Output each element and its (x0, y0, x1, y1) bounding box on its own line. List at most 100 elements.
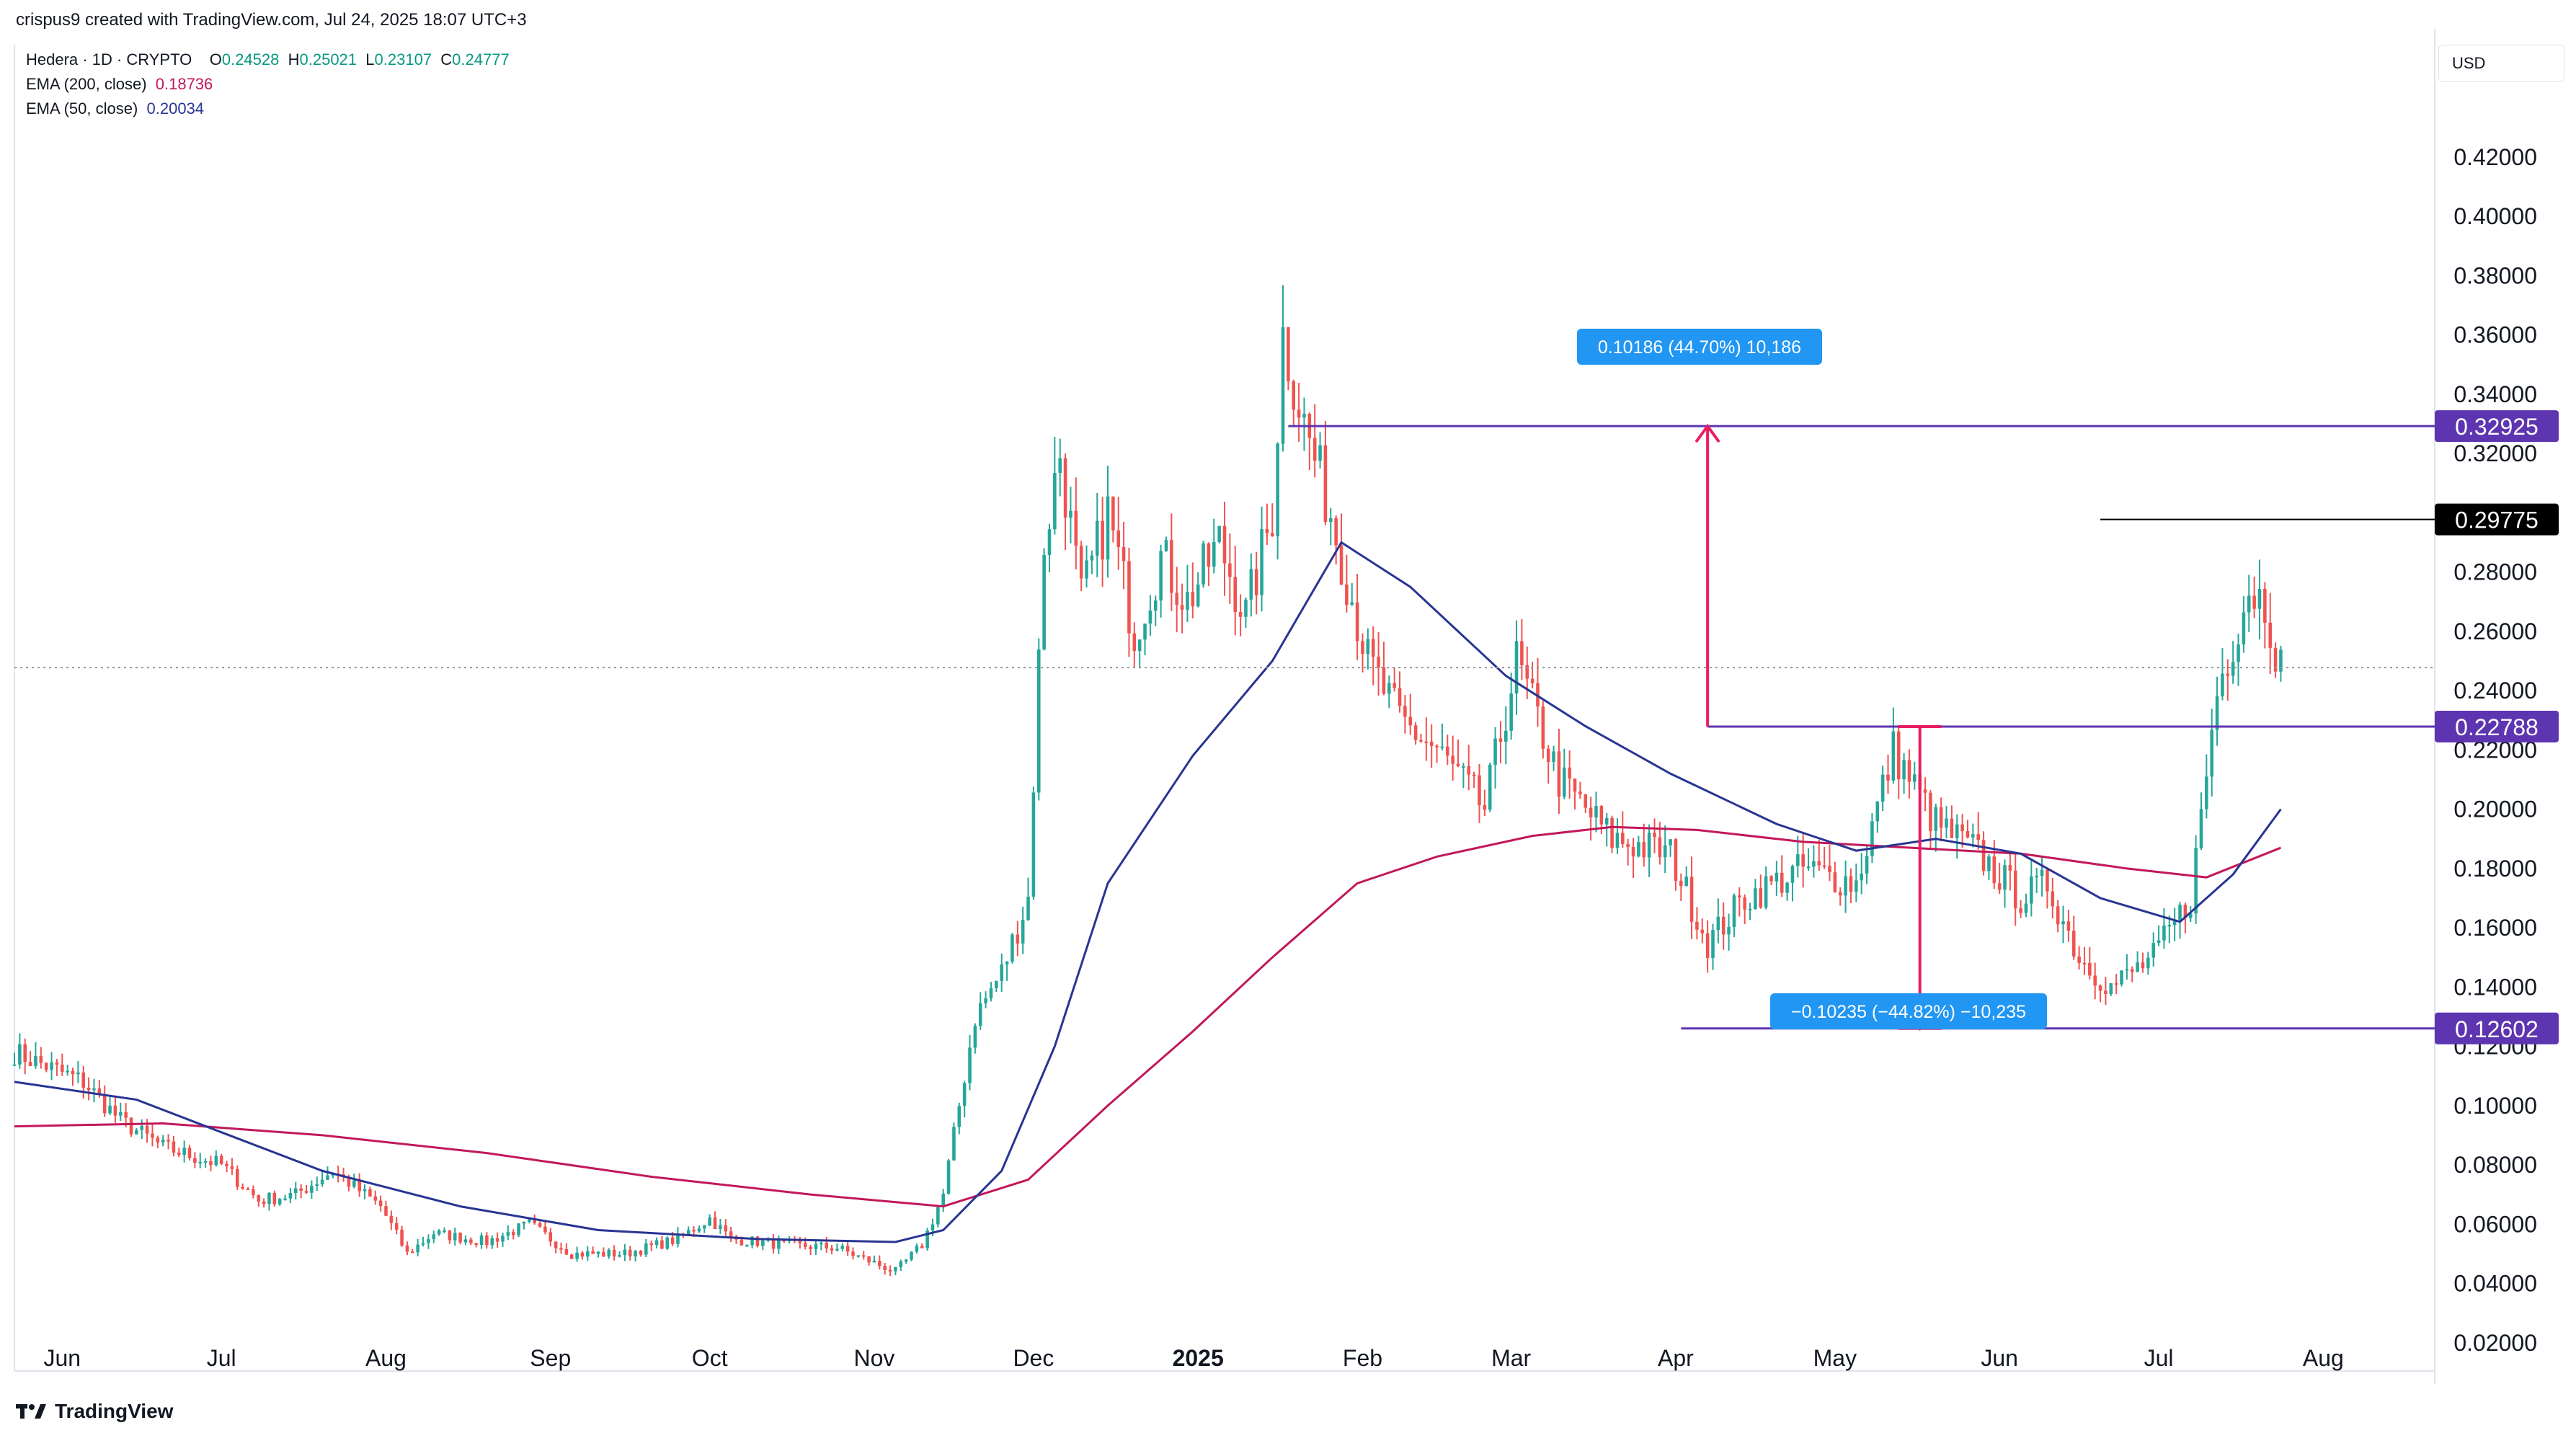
candle-body (1637, 842, 1640, 857)
candle-body (151, 1133, 154, 1138)
candle-body (2136, 962, 2139, 972)
candle-body (660, 1240, 664, 1249)
candle-body (602, 1251, 605, 1257)
candle-body (1594, 806, 1598, 818)
candle-body (1865, 856, 1869, 874)
candle-body (2257, 588, 2262, 609)
legend-high: 0.25021 (299, 50, 357, 68)
candle-body (729, 1231, 733, 1237)
candle-body (1552, 751, 1555, 762)
candle-body (814, 1244, 818, 1249)
candle-body (1419, 740, 1423, 742)
candle-body (1546, 748, 1550, 762)
candle-body (172, 1141, 176, 1153)
candle-body (952, 1127, 956, 1161)
candle-body (1090, 555, 1094, 561)
candle-body (883, 1266, 887, 1271)
candle-body (1180, 605, 1184, 610)
candle-body (2061, 921, 2065, 925)
candle-body (2125, 969, 2129, 971)
candle-body (1902, 760, 1906, 780)
candle-body (941, 1194, 945, 1207)
candle-body (1143, 624, 1147, 640)
y-tick-label: 0.34000 (2453, 381, 2537, 407)
candle-body (2035, 876, 2038, 878)
level-price-badge (2435, 710, 2559, 742)
candle-body (1610, 817, 1614, 848)
candle-body (1016, 934, 1020, 944)
y-tick-label: 0.40000 (2453, 203, 2537, 229)
candle-body (463, 1239, 468, 1243)
candle-body (373, 1196, 378, 1201)
candle-body (1398, 688, 1402, 706)
candle-body (2013, 870, 2017, 909)
legend-ema200-row: EMA (200, close) 0.18736 (26, 75, 213, 94)
legend-low: 0.23107 (374, 50, 432, 68)
candle-body (12, 1064, 17, 1066)
currency-button[interactable]: USD (2438, 45, 2564, 82)
candle-body (1669, 839, 1672, 846)
candle-body (1159, 551, 1163, 601)
candle-body (777, 1240, 781, 1249)
candle-body (1074, 510, 1078, 546)
candle-body (1116, 530, 1121, 547)
candle-body (352, 1180, 356, 1187)
candle-body (989, 988, 993, 998)
candle-body (856, 1255, 861, 1257)
candle-body (1202, 543, 1205, 585)
candle-body (1498, 738, 1503, 742)
candle-body (1530, 678, 1535, 683)
candle-body (1578, 791, 1582, 795)
brand-name: TradingView (55, 1400, 174, 1422)
candle-body (236, 1168, 239, 1187)
candle-body (1440, 746, 1444, 748)
x-tick-label: Aug (2303, 1345, 2344, 1371)
level-price-badge (2435, 410, 2559, 443)
y-tick-label: 0.06000 (2453, 1211, 2537, 1237)
candle-body (1891, 731, 1896, 781)
candle-body (634, 1251, 637, 1256)
candle-body (368, 1189, 372, 1197)
candle-body (533, 1219, 536, 1223)
candle-body (405, 1245, 409, 1252)
candle-body (113, 1105, 117, 1116)
level-price-label: 0.32925 (2455, 414, 2539, 440)
candle-body (2199, 809, 2203, 848)
candle-body (1923, 789, 1927, 793)
candle-body (1435, 745, 1439, 747)
candle-body (1764, 876, 1768, 908)
y-tick-label: 0.26000 (2453, 618, 2537, 644)
candle-body (1260, 528, 1263, 595)
level-price-label: 0.29775 (2455, 507, 2539, 533)
candle-body (888, 1270, 892, 1272)
candle-body (1880, 774, 1885, 802)
candle-body (1822, 865, 1826, 867)
candle-body (803, 1243, 807, 1247)
candle-body (1297, 409, 1301, 418)
candle-body (1801, 854, 1805, 867)
candle-body (267, 1192, 271, 1204)
candle-body (209, 1161, 213, 1166)
candle-body (936, 1207, 940, 1225)
candle-body (1212, 541, 1216, 567)
candle-body (1069, 510, 1072, 518)
candle-body (474, 1243, 478, 1246)
currency-label: USD (2452, 54, 2486, 72)
candle-body (1467, 766, 1471, 775)
candle-body (1196, 584, 1200, 607)
level-price-badge (2435, 503, 2559, 536)
candle-body (86, 1087, 91, 1091)
candle-body (1148, 611, 1152, 624)
candle-body (310, 1186, 314, 1193)
candle-body (214, 1155, 218, 1166)
candle-body (1796, 854, 1800, 866)
candle-body (1345, 584, 1349, 605)
candle-body (118, 1112, 123, 1116)
candle-body (427, 1239, 430, 1243)
candle-body (2247, 595, 2251, 613)
candle-body (2167, 925, 2172, 927)
candle-body (1663, 845, 1667, 858)
candle-body (2093, 975, 2097, 986)
candle-body (1403, 706, 1407, 717)
